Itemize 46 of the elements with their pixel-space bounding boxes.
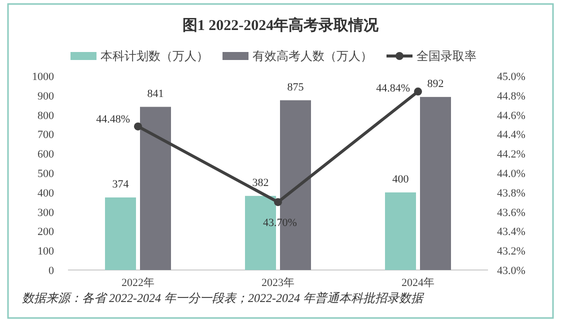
point: [134, 122, 142, 130]
y2-tick-label: 43.0%: [497, 265, 526, 277]
data-label: 44.48%: [96, 113, 130, 126]
data-label: 43.70%: [263, 217, 297, 230]
y-tick-label: 400: [38, 187, 54, 200]
y-tick-label: 100: [38, 246, 54, 258]
y2-tick-label: 44.8%: [497, 90, 526, 102]
legend-label: 有效高考人数（万人）: [252, 49, 372, 63]
data-label: 841: [147, 88, 164, 100]
x-tick-label: 2022年: [122, 277, 154, 289]
source-note: 数据来源：各省 2022-2024 年一分一段表；2022-2024 年普通本科批招录数据: [22, 291, 425, 305]
x-tick-label: 2024年: [402, 277, 434, 289]
y2-tick-label: 44.4%: [497, 129, 526, 142]
data-label: 374: [112, 178, 130, 190]
y2-tick-label: 44.0%: [497, 168, 526, 180]
y-tick-label: 1000: [32, 71, 54, 83]
y-tick-label: 500: [38, 168, 54, 180]
y-tick-label: 600: [38, 148, 54, 161]
bar: [385, 192, 416, 270]
y2-tick-label: 43.6%: [497, 206, 526, 219]
y2-tick-label: 44.6%: [497, 110, 526, 122]
chart-title: 图1 2022-2024年高考录取情况: [182, 16, 380, 34]
data-label: 382: [252, 176, 269, 189]
y2-tick-label: 43.8%: [497, 187, 526, 200]
point: [274, 198, 282, 206]
y-tick-label: 900: [38, 90, 54, 102]
bar: [105, 197, 136, 270]
y2-tick-label: 45.0%: [497, 71, 526, 83]
y-tick-label: 200: [38, 226, 54, 238]
x-tick-label: 2023年: [262, 277, 294, 289]
point: [414, 88, 422, 96]
data-label: 44.84%: [376, 82, 410, 95]
y2-tick-label: 43.4%: [497, 226, 526, 238]
data-label: 892: [427, 78, 444, 90]
data-label: 400: [392, 173, 410, 186]
y2-tick-label: 44.2%: [497, 148, 526, 161]
y-tick-label: 0: [48, 265, 54, 277]
bar: [140, 106, 171, 270]
y2-tick-label: 43.2%: [497, 246, 526, 258]
y-tick-label: 300: [38, 206, 54, 219]
legend-label: 本科计划数（万人）: [100, 49, 208, 63]
legend-label: 全国录取率: [416, 49, 476, 63]
y-tick-label: 800: [38, 110, 54, 122]
y-tick-label: 700: [38, 129, 54, 142]
data-label: 875: [287, 81, 304, 94]
bar: [420, 96, 451, 270]
